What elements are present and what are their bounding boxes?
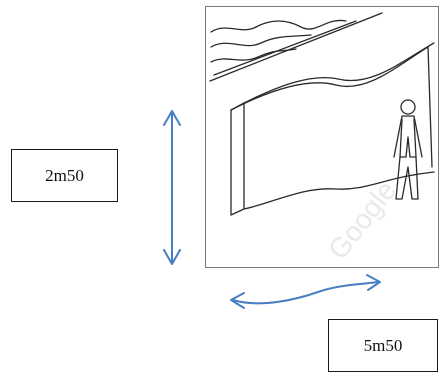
width-arrow-head-left (230, 292, 245, 309)
sea-wave-3 (210, 48, 297, 63)
sketch-picture-frame (205, 6, 439, 268)
wall-top-edge (230, 46, 429, 111)
width-label: 5m50 (363, 335, 403, 355)
sea-wave-1 (210, 19, 347, 33)
width-label-box: 5m50 (328, 319, 438, 372)
person-body (393, 115, 423, 158)
wall-top-edge-back (243, 42, 435, 104)
person-head (400, 99, 416, 115)
height-arrow-head-top (163, 110, 181, 126)
wall-bottom-edge (243, 171, 435, 210)
shoreline-line-2 (213, 20, 357, 76)
shoreline-line (209, 12, 383, 82)
wall-right-end (427, 46, 433, 168)
wall-sketch-drawing (209, 12, 435, 216)
height-label-box: 2m50 (11, 149, 118, 202)
person-legs (395, 156, 419, 200)
height-label: 2m50 (45, 165, 84, 185)
sea-wave-2 (210, 34, 312, 48)
width-arrow-shaft (232, 281, 379, 305)
width-arrow-head-right (366, 274, 381, 291)
height-arrow-head-bottom (163, 249, 181, 265)
